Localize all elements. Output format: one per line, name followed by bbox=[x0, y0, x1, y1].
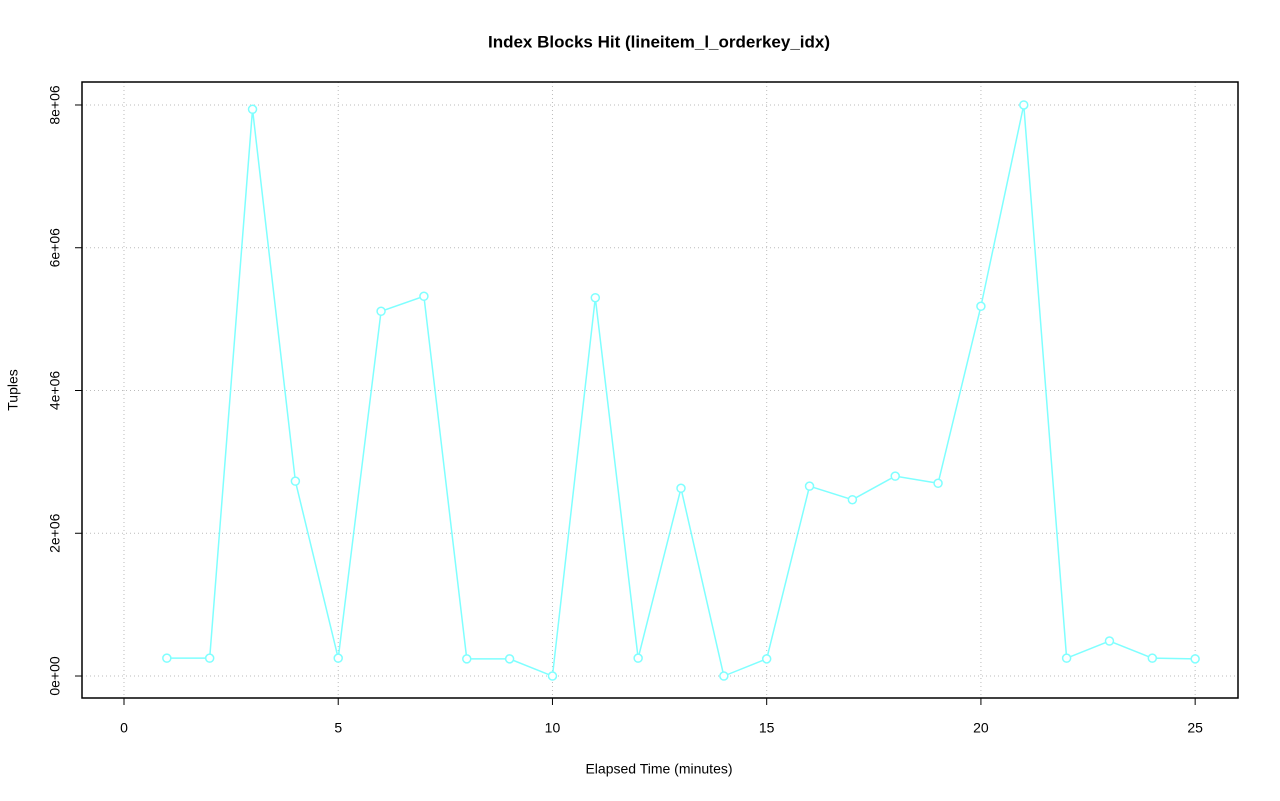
data-point bbox=[890, 471, 900, 481]
data-point bbox=[761, 654, 772, 664]
y-tick-label: 4e+06 bbox=[47, 371, 63, 411]
data-point bbox=[1147, 653, 1158, 663]
data-point bbox=[290, 476, 301, 486]
data-point bbox=[1019, 100, 1029, 110]
data-point bbox=[162, 653, 172, 663]
y-tick-label: 8e+06 bbox=[47, 85, 63, 125]
data-point bbox=[1104, 636, 1115, 646]
data-point bbox=[804, 481, 815, 491]
y-tick-label: 6e+06 bbox=[47, 228, 63, 268]
data-point bbox=[462, 654, 472, 664]
data-point bbox=[590, 292, 601, 303]
data-point bbox=[333, 653, 343, 663]
data-point bbox=[1190, 654, 1200, 664]
y-axis-label: Tuples bbox=[5, 369, 21, 411]
y-tick-label: 0e+00 bbox=[47, 656, 63, 696]
data-line bbox=[166, 104, 1196, 678]
data-point bbox=[204, 653, 215, 663]
x-axis-label: Elapsed Time (minutes) bbox=[585, 761, 732, 777]
data-point bbox=[933, 478, 943, 489]
x-tick-label: 5 bbox=[334, 720, 342, 736]
data-point bbox=[1061, 653, 1072, 663]
data-point bbox=[847, 494, 858, 505]
y-tick-label: 2e+06 bbox=[47, 513, 63, 553]
x-tick-label: 15 bbox=[759, 720, 775, 736]
data-point bbox=[547, 671, 558, 681]
data-point bbox=[419, 291, 429, 302]
data-point bbox=[376, 306, 386, 317]
data-point bbox=[976, 301, 986, 312]
x-tick-label: 25 bbox=[1187, 720, 1203, 736]
chart-title: Index Blocks Hit (lineitem_l_orderkey_id… bbox=[488, 32, 830, 51]
x-tick-label: 10 bbox=[545, 720, 561, 736]
data-point bbox=[676, 483, 686, 494]
data-point bbox=[719, 671, 729, 681]
data-point bbox=[633, 653, 643, 663]
plot-frame bbox=[81, 81, 1239, 699]
data-point bbox=[504, 654, 515, 664]
x-tick-label: 0 bbox=[120, 720, 128, 736]
x-tick-label: 20 bbox=[973, 720, 989, 736]
data-point bbox=[247, 104, 258, 115]
